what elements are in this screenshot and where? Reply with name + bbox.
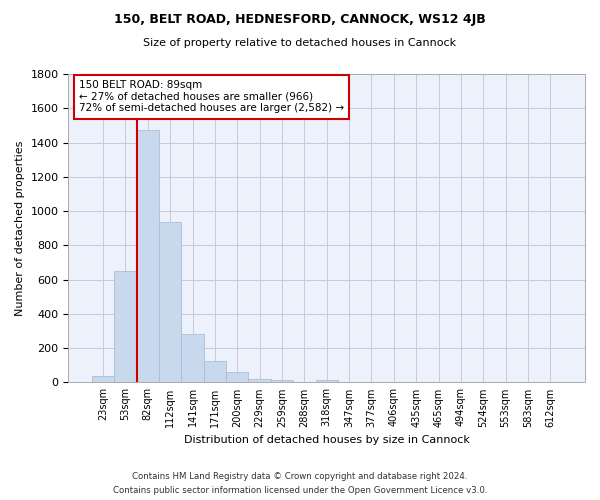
X-axis label: Distribution of detached houses by size in Cannock: Distribution of detached houses by size … — [184, 435, 470, 445]
Bar — [137, 130, 159, 382]
Text: Size of property relative to detached houses in Cannock: Size of property relative to detached ho… — [143, 38, 457, 48]
Bar — [114, 272, 137, 382]
Text: 150 BELT ROAD: 89sqm
← 27% of detached houses are smaller (966)
72% of semi-deta: 150 BELT ROAD: 89sqm ← 27% of detached h… — [79, 80, 344, 114]
Text: Contains HM Land Registry data © Crown copyright and database right 2024.: Contains HM Land Registry data © Crown c… — [132, 472, 468, 481]
Bar — [92, 376, 114, 382]
Text: Contains public sector information licensed under the Open Government Licence v3: Contains public sector information licen… — [113, 486, 487, 495]
Y-axis label: Number of detached properties: Number of detached properties — [15, 140, 25, 316]
Bar — [204, 361, 226, 382]
Text: 150, BELT ROAD, HEDNESFORD, CANNOCK, WS12 4JB: 150, BELT ROAD, HEDNESFORD, CANNOCK, WS1… — [114, 12, 486, 26]
Bar — [159, 222, 181, 382]
Bar — [271, 380, 293, 382]
Bar — [248, 378, 271, 382]
Bar — [181, 334, 204, 382]
Bar — [226, 372, 248, 382]
Bar — [316, 380, 338, 382]
